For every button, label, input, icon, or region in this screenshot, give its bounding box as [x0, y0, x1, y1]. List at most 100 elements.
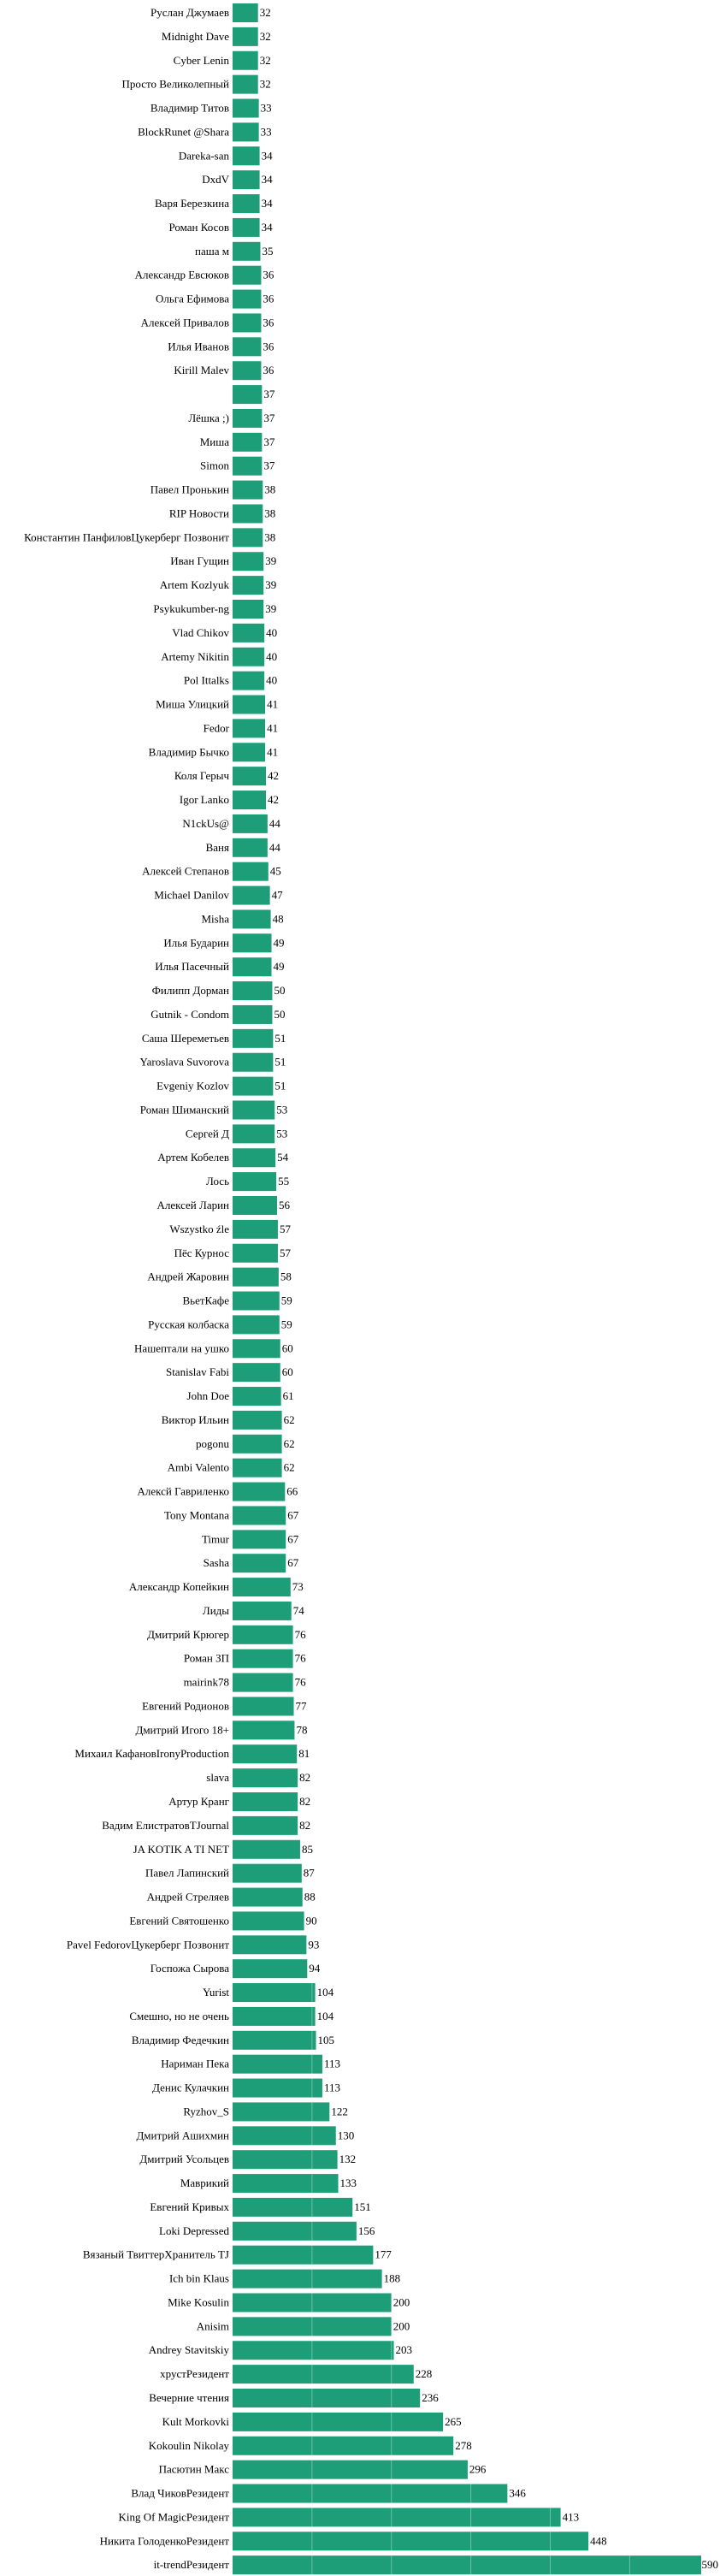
category-label: Константин ПанфиловЦукерберг Позвонит [24, 530, 229, 543]
value-label: 132 [339, 2153, 357, 2165]
value-label: 278 [455, 2439, 472, 2452]
category-label: Ryzhov_S [183, 2105, 229, 2117]
bar [233, 1625, 293, 1644]
category-label: Stanislav Fabi [166, 1365, 229, 1378]
category-label: Yaroslava Suvorova [140, 1056, 230, 1069]
category-label: Роман Шиманский [140, 1103, 229, 1116]
value-label: 42 [268, 793, 279, 806]
bars [233, 3, 701, 2575]
category-label: Евгений Святошенко [129, 1914, 229, 1927]
category-label: Евгений Кривых [150, 2200, 229, 2213]
bar [233, 1815, 298, 1835]
bar [233, 1052, 274, 1072]
bar [233, 2126, 336, 2146]
bar [233, 1291, 280, 1311]
category-label: Миша [200, 435, 230, 448]
category-label: Psykukumber-ng [153, 602, 229, 615]
category-label: it-trendРезидент [154, 2558, 230, 2571]
category-label: Michael Danilov [154, 889, 229, 902]
category-label: Евгений Родионов [142, 1699, 229, 1712]
value-label: 50 [274, 984, 285, 997]
category-label: Нариман Пека [161, 2058, 229, 2070]
bar [233, 2555, 701, 2575]
value-label: 93 [308, 1938, 319, 1951]
bar [233, 2389, 421, 2407]
value-label: 67 [287, 1556, 299, 1569]
value-label: 448 [590, 2534, 607, 2547]
bar [233, 1649, 293, 1668]
value-label: 296 [469, 2463, 487, 2476]
value-label: 77 [296, 1699, 308, 1712]
category-label: Влад ЧиковРезидент [131, 2487, 229, 2500]
bar [233, 480, 263, 500]
category-label: Cyber Lenin [174, 54, 230, 67]
category-label: Вязаный ТвиттерХранитель TJ [83, 2248, 229, 2261]
category-label: Нашептали на ушко [134, 1341, 229, 1354]
bar [233, 1935, 307, 1955]
bar [233, 528, 263, 548]
value-label: 76 [295, 1628, 307, 1641]
value-label: 76 [295, 1676, 307, 1689]
value-label: 32 [260, 30, 271, 43]
category-label: Владимир Титов [150, 102, 229, 115]
value-label: 188 [384, 2272, 401, 2285]
bar [233, 74, 258, 94]
bar [233, 456, 263, 476]
category-label: Вечерние чтения [149, 2391, 229, 2404]
bar [233, 838, 268, 857]
bar [233, 1482, 286, 1501]
value-label: 49 [274, 960, 285, 973]
bar [233, 1601, 292, 1620]
value-labels: 32 32 32 32 33 33 34 34 34 34 35 36 36 36 36 36 37 37 37 37… [260, 6, 718, 2571]
bar [233, 146, 260, 166]
bar [233, 1076, 274, 1096]
category-label: Михаил КафановIronyProduction [74, 1747, 229, 1760]
bar [233, 2197, 353, 2217]
bar [233, 719, 266, 738]
category-label: Лиды [203, 1604, 229, 1617]
value-label: 40 [266, 626, 277, 639]
category-label: Ich bin Klaus [169, 2272, 229, 2285]
bar [233, 1959, 308, 1979]
category-label: Павел Пронькин [150, 483, 229, 496]
bar [233, 1004, 273, 1024]
bar [233, 791, 267, 810]
category-label: Виктор Ильин [162, 1413, 229, 1426]
value-label: 33 [261, 102, 272, 115]
category-label: Маврикий [180, 2176, 229, 2189]
category-label: Русская колбаска [148, 1318, 229, 1330]
category-label: Денис Кулачкин [152, 2082, 229, 2094]
value-label: 35 [263, 245, 274, 258]
value-label: 47 [272, 889, 284, 902]
value-label: 36 [263, 340, 274, 352]
value-label: 57 [280, 1247, 292, 1259]
bar [233, 1100, 275, 1120]
bar [233, 98, 259, 118]
value-label: 73 [292, 1580, 304, 1593]
bar [233, 2030, 316, 2050]
category-label: Loki Depressed [159, 2224, 229, 2237]
value-label: 236 [422, 2391, 439, 2404]
category-label: паша м [195, 245, 229, 258]
category-label: RIP Новости [169, 506, 229, 519]
category-label: Артем Кобелев [157, 1151, 229, 1164]
value-label: 130 [338, 2129, 355, 2141]
bar [233, 2245, 374, 2265]
value-label: 151 [354, 2200, 371, 2213]
category-label: Павел Лапинский [145, 1867, 229, 1880]
value-label: 67 [287, 1508, 299, 1521]
category-label: BlockRunet @Shara [138, 125, 229, 138]
value-label: 55 [278, 1175, 289, 1187]
category-labels: Руслан Джумаев Midnight Dave Cyber Lenin Пр… [24, 6, 230, 2571]
value-label: 346 [509, 2487, 526, 2500]
category-label: Evgeniy Kozlov [156, 1080, 229, 1093]
value-label: 34 [262, 149, 274, 162]
category-label: Mike Kosulin [168, 2295, 229, 2308]
category-label: Timur [202, 1532, 230, 1545]
category-label: mairink78 [184, 1676, 229, 1689]
category-label: slava [206, 1771, 229, 1784]
category-label: Kirill Malev [174, 364, 229, 376]
bar [233, 647, 265, 666]
value-label: 40 [266, 674, 277, 687]
category-label: Алексей Привалов [141, 316, 229, 329]
